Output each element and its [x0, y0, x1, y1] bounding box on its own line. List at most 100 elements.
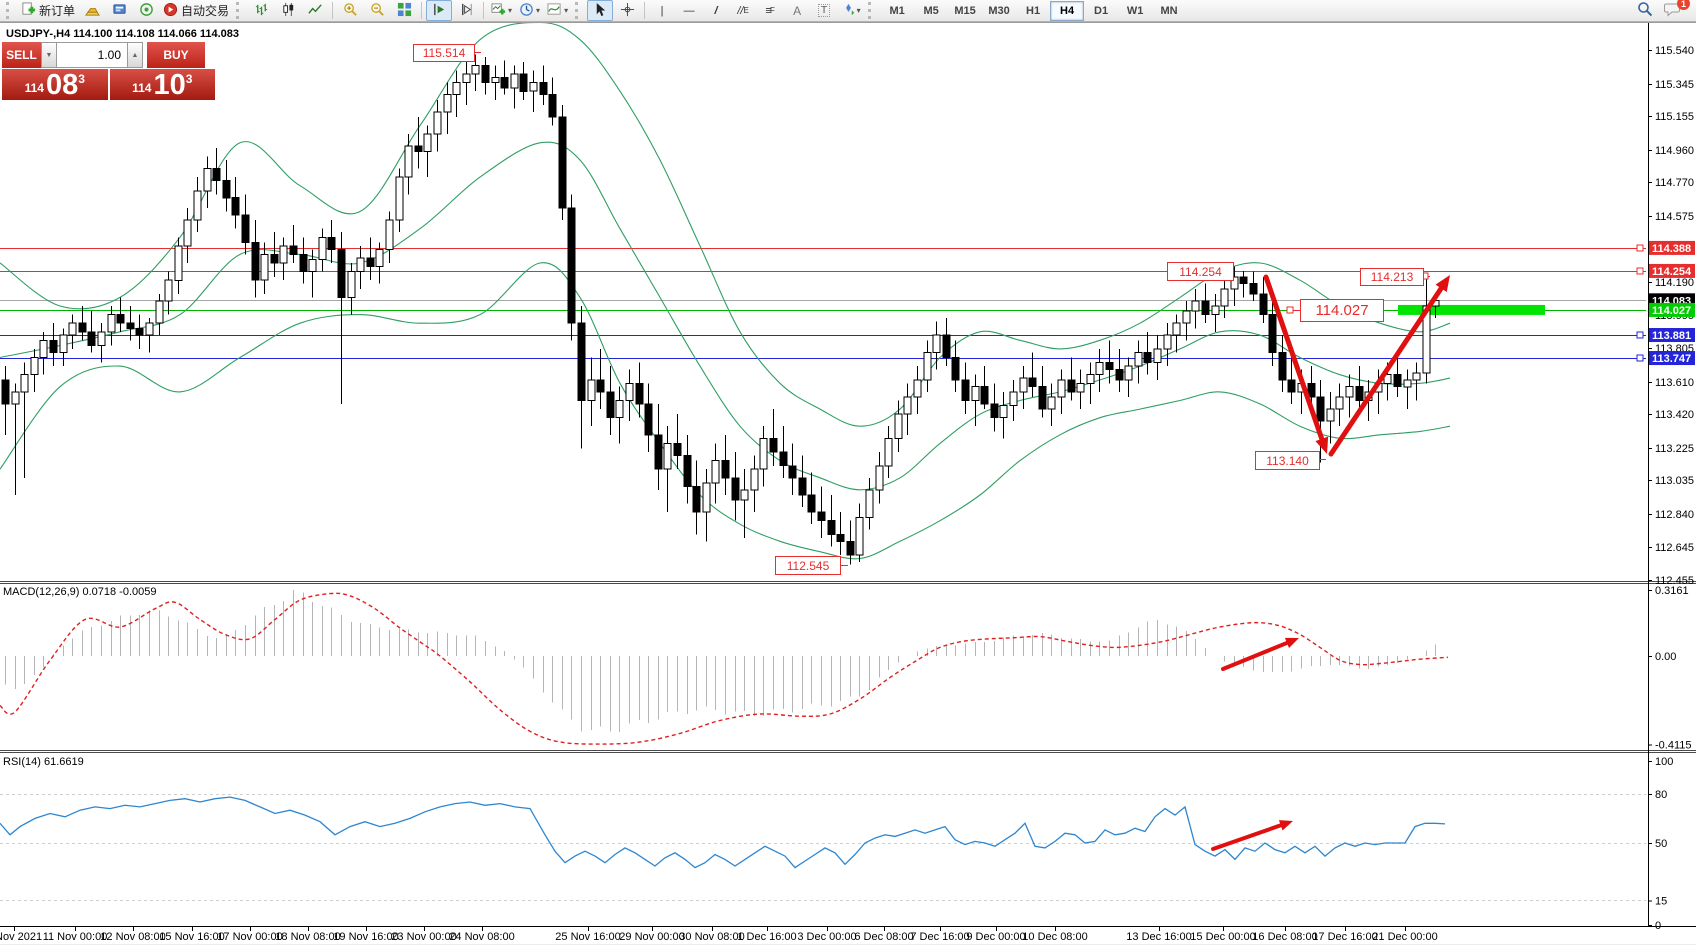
- chevron-down-icon: ▾: [536, 6, 541, 15]
- toolbar-separator: [332, 2, 334, 19]
- svg-text:15: 15: [1655, 895, 1667, 907]
- macd-pane[interactable]: [0, 590, 1449, 745]
- sell-price[interactable]: 114 08 3: [2, 69, 108, 100]
- chart-shift-button[interactable]: [453, 0, 479, 21]
- svg-text:113.747: 113.747: [1652, 353, 1691, 365]
- buy-button[interactable]: BUY: [147, 42, 205, 68]
- chart-window[interactable]: 115.540 115.345 115.155 114.960 114.770 114.5…: [0, 22, 1696, 944]
- chat-badge: 1: [1677, 0, 1690, 10]
- trendline-icon: /: [714, 4, 718, 17]
- gold-bullion-button[interactable]: [79, 0, 105, 21]
- periods-dropdown[interactable]: ▾: [516, 0, 543, 21]
- volume-input[interactable]: [57, 42, 127, 68]
- svg-text:113.881: 113.881: [1652, 330, 1691, 342]
- crosshair-button[interactable]: [614, 0, 640, 21]
- toolbar-grip[interactable]: [6, 2, 14, 19]
- bollinger-upper: [0, 23, 1451, 427]
- cursor-button[interactable]: [587, 0, 614, 21]
- candlestick-chart-button[interactable]: [275, 0, 301, 21]
- svg-text:114.388: 114.388: [1652, 243, 1691, 255]
- svg-text:114.027: 114.027: [1652, 305, 1691, 317]
- horizontal-line-icon: —: [683, 4, 695, 17]
- chevron-down-icon: ▾: [856, 6, 861, 15]
- price-annotation-115-514[interactable]: 115.514: [413, 44, 475, 62]
- toolbar: 新订单 自动交易: [0, 0, 1696, 22]
- zoom-in-icon: [343, 2, 358, 20]
- horizontal-lines[interactable]: [0, 248, 1646, 359]
- tile-windows-button[interactable]: [391, 0, 417, 21]
- bar-chart-button[interactable]: [248, 0, 274, 21]
- signal-button[interactable]: [133, 0, 159, 21]
- bollinger-lower: [0, 262, 1451, 560]
- equidistant-channel-tool[interactable]: //E: [730, 0, 756, 21]
- price-annotation-114-254[interactable]: 114.254: [1167, 262, 1234, 281]
- chart-ohlc-header: USDJPY-,H4 114.100 114.108 114.066 114.0…: [6, 28, 240, 40]
- trendline-tool[interactable]: /: [703, 0, 729, 21]
- rsi-pane[interactable]: [0, 794, 1646, 901]
- tile-windows-icon: [397, 2, 412, 20]
- toolbar-grip[interactable]: [236, 2, 244, 19]
- price-highlight[interactable]: [1398, 304, 1545, 315]
- timeframe-m5[interactable]: M5: [923, 4, 939, 17]
- candlestick-chart-icon: [281, 2, 296, 20]
- gold-bullion-icon: [84, 2, 100, 20]
- timeframe-h4[interactable]: H4: [1050, 0, 1085, 21]
- trend-arrows[interactable]: [473, 52, 1450, 851]
- svg-text:114.575: 114.575: [1655, 211, 1694, 223]
- cursor-icon: [593, 2, 608, 20]
- price-annotation-114-213[interactable]: 114.213: [1360, 268, 1424, 286]
- macd-signal-line: [0, 592, 1449, 745]
- horizontal-line-tool[interactable]: —: [676, 0, 702, 21]
- sell-button[interactable]: SELL: [2, 42, 41, 68]
- new-chart-dropdown[interactable]: ▾: [488, 0, 515, 21]
- text-label-tool[interactable]: T: [811, 0, 837, 21]
- timeframe-d1[interactable]: D1: [1094, 4, 1109, 17]
- timeframe-m30[interactable]: M30: [988, 4, 1010, 17]
- new-order-button[interactable]: 新订单: [18, 0, 78, 21]
- price-annotation-114-027[interactable]: 114.027: [1300, 299, 1384, 322]
- main-chart-canvas[interactable]: 115.540 115.345 115.155 114.960 114.770 114.5…: [0, 23, 1696, 945]
- chevron-down-icon: ▾: [564, 6, 569, 15]
- timeframe-m1[interactable]: M1: [889, 4, 905, 17]
- terminal-button[interactable]: [106, 0, 132, 21]
- svg-text:0: 0: [1655, 920, 1661, 932]
- pane-separators[interactable]: [0, 581, 1696, 927]
- fibonacci-icon: ≡: [765, 4, 772, 17]
- svg-text:18 Nov 08:00: 18 Nov 08:00: [275, 931, 340, 943]
- arrows-dropdown[interactable]: ▾: [838, 0, 864, 21]
- timeframe-h1[interactable]: H1: [1026, 4, 1041, 17]
- svg-text:115.155: 115.155: [1655, 111, 1694, 123]
- price-axis[interactable]: 115.540 115.345 115.155 114.960 114.770 114.5…: [1648, 23, 1695, 932]
- rsi-indicator-label: RSI(14) 61.6619: [3, 756, 84, 768]
- line-handles[interactable]: [1636, 244, 1644, 362]
- text-tool[interactable]: A: [784, 0, 810, 21]
- svg-text:113.225: 113.225: [1655, 443, 1694, 455]
- toolbar-grip[interactable]: [868, 2, 876, 19]
- search-icon: [1637, 1, 1653, 20]
- svg-text:16 Dec 08:00: 16 Dec 08:00: [1252, 931, 1317, 943]
- indicators-dropdown[interactable]: ▾: [544, 0, 571, 21]
- timeframe-m15[interactable]: M15: [954, 4, 976, 17]
- timeframe-mn[interactable]: MN: [1160, 4, 1178, 17]
- search-button[interactable]: [1632, 0, 1658, 21]
- vertical-line-tool[interactable]: |: [649, 0, 675, 21]
- fibonacci-tool[interactable]: ≡ F: [757, 0, 783, 21]
- chat-button[interactable]: 1: [1659, 0, 1690, 21]
- price-annotation-112-545[interactable]: 112.545: [775, 556, 841, 575]
- svg-text:100: 100: [1655, 756, 1673, 768]
- toolbar-grip[interactable]: [575, 2, 583, 19]
- crosshair-icon: [620, 2, 635, 20]
- volume-increment[interactable]: ▲: [127, 42, 143, 68]
- autotrade-button[interactable]: 自动交易: [160, 0, 232, 21]
- zoom-out-button[interactable]: [364, 0, 390, 21]
- price-annotation-113-140[interactable]: 113.140: [1255, 451, 1320, 470]
- buy-price[interactable]: 114 10 3: [109, 69, 215, 100]
- auto-scroll-button[interactable]: [426, 0, 453, 21]
- channel-icon: //: [737, 4, 744, 17]
- line-chart-button[interactable]: [302, 0, 328, 21]
- zoom-in-button[interactable]: [337, 0, 363, 21]
- svg-text:11 Nov 00:00: 11 Nov 00:00: [43, 931, 108, 943]
- timeframe-w1[interactable]: W1: [1126, 4, 1144, 17]
- volume-decrement[interactable]: ▼: [41, 42, 57, 68]
